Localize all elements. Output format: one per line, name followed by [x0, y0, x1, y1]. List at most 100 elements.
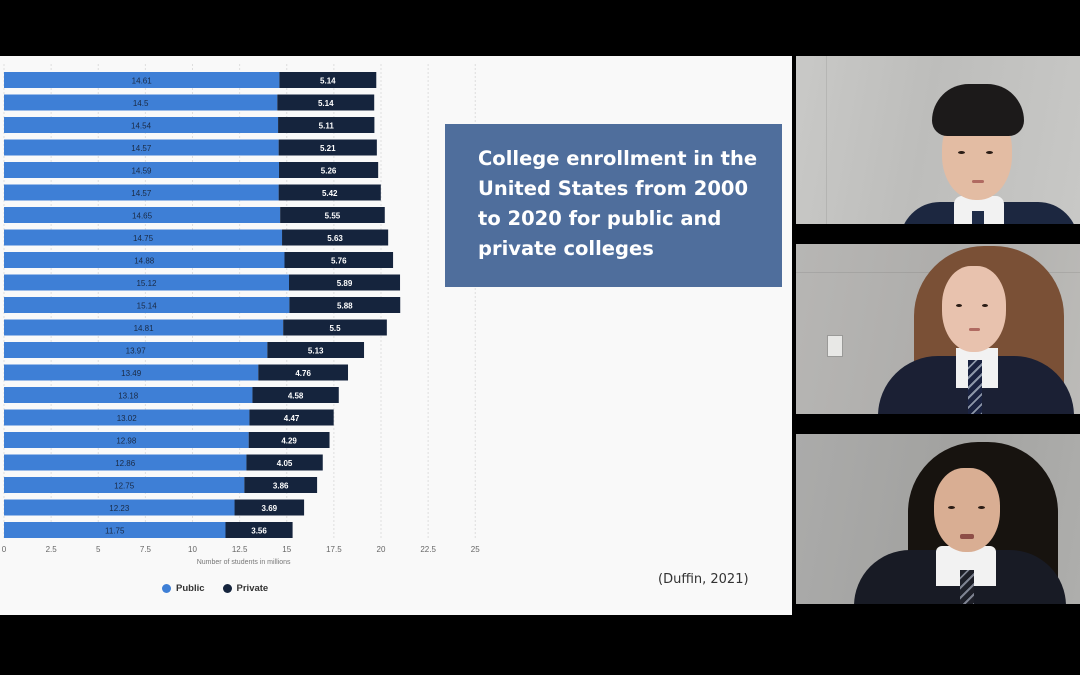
bar-private [278, 139, 377, 156]
bar-private [258, 364, 349, 381]
x-tick-label: 17.5 [326, 545, 342, 554]
right-eye [986, 151, 993, 154]
data-label-public: 14.75 [133, 234, 154, 243]
left-eye [956, 304, 962, 307]
bar-public [4, 252, 285, 268]
data-label-public: 14.59 [131, 167, 152, 176]
data-label-public: 14.88 [134, 257, 155, 266]
data-label-public: 14.81 [134, 324, 155, 333]
data-label-public: 13.18 [118, 392, 139, 401]
data-label-private: 5.42 [322, 189, 338, 198]
bar-private [284, 252, 394, 268]
participant-video-1[interactable] [796, 56, 1080, 224]
x-tick-label: 20 [377, 545, 386, 554]
legend-label-private: Private [236, 583, 269, 594]
bar-public [4, 72, 280, 88]
data-label-public: 11.75 [105, 527, 125, 536]
data-label-public: 14.54 [131, 122, 152, 131]
data-label-private: 3.56 [251, 527, 267, 536]
bar-private [252, 387, 339, 403]
data-label-public: 12.23 [109, 504, 130, 513]
bar-private [283, 319, 387, 336]
bar-public [4, 162, 280, 178]
bar-private [282, 229, 389, 246]
bar-private [246, 454, 323, 471]
bar-private [248, 432, 330, 448]
data-label-private: 4.47 [284, 414, 300, 423]
bar-private [278, 184, 381, 201]
bar-public [4, 454, 247, 471]
right-eye [978, 506, 985, 509]
data-label-private: 3.86 [273, 482, 289, 491]
x-tick-label: 12.5 [232, 545, 248, 554]
video-background [796, 56, 1080, 224]
data-label-private: 5.63 [327, 234, 343, 243]
legend-label-public: Public [176, 583, 205, 594]
bar-public [4, 319, 284, 336]
bar-public [4, 409, 250, 426]
participant-3-face [934, 468, 1000, 552]
data-label-public: 13.97 [126, 347, 147, 356]
mouth [972, 180, 984, 183]
bar-public [4, 229, 283, 246]
data-label-private: 5.21 [320, 144, 336, 153]
wall-light-switch [827, 335, 843, 357]
participant-1-hair [932, 84, 1024, 136]
x-axis-label: Number of students in millions [197, 559, 291, 566]
tie [972, 211, 984, 224]
bar-private [280, 207, 385, 223]
data-label-private: 5.76 [331, 257, 347, 266]
striped-tie [960, 570, 974, 604]
citation: (Duffin, 2021) [658, 572, 749, 587]
bar-private [289, 297, 401, 313]
legend-item-public: Public [162, 583, 205, 594]
chart-legend: Public Private [162, 583, 268, 594]
participant-1-figure [796, 56, 1080, 224]
participant-3-figure [796, 434, 1080, 604]
data-label-public: 12.75 [114, 482, 135, 491]
data-label-public: 14.65 [132, 212, 153, 221]
left-eye [958, 151, 965, 154]
mouth [969, 328, 980, 331]
data-label-private: 5.14 [318, 99, 334, 108]
legend-dot-private [222, 584, 232, 593]
data-label-private: 5.14 [320, 77, 336, 86]
bar-public [4, 342, 268, 358]
enrollment-bar-chart: 0 2.5 5 7.5 10 12.5 15 17.5 20 22.5 25 14.61 5.14 14.… [2, 64, 480, 566]
bar-public [4, 477, 245, 493]
x-tick-label: 15 [282, 545, 291, 554]
data-label-private: 5.55 [325, 212, 341, 221]
data-label-public: 15.14 [137, 302, 158, 311]
bar-public [4, 207, 281, 223]
data-label-private: 5.88 [337, 302, 353, 311]
x-tick-label: 0 [2, 545, 7, 554]
x-tick-label: 5 [96, 545, 101, 554]
left-eye [948, 506, 955, 509]
bar-public [4, 184, 279, 201]
bar-public [4, 297, 290, 313]
data-label-public: 12.98 [116, 437, 137, 446]
data-label-public: 13.02 [117, 414, 138, 423]
wall-seam [826, 56, 827, 224]
data-label-public: 14.57 [131, 144, 152, 153]
data-label-private: 3.69 [262, 504, 278, 513]
bar-private [277, 94, 375, 111]
data-label-private: 5.11 [319, 122, 335, 131]
bar-private [289, 274, 401, 291]
data-label-private: 5.26 [321, 167, 337, 176]
participant-2-face [942, 266, 1006, 352]
data-label-private: 5.5 [329, 324, 341, 333]
data-label-public: 14.57 [131, 189, 152, 198]
x-tick-label: 7.5 [140, 545, 152, 554]
slide-title-box: College enrollment in the United States … [445, 124, 782, 287]
data-label-private: 5.89 [337, 279, 353, 288]
bar-private [249, 409, 334, 426]
striped-tie [968, 360, 982, 414]
slide-title: College enrollment in the United States … [478, 147, 758, 260]
participant-video-3[interactable] [796, 434, 1080, 604]
bar-public [4, 274, 290, 291]
right-eye [982, 304, 988, 307]
bar-private [225, 522, 293, 538]
participant-video-2[interactable] [796, 244, 1080, 414]
mouth [960, 534, 974, 539]
